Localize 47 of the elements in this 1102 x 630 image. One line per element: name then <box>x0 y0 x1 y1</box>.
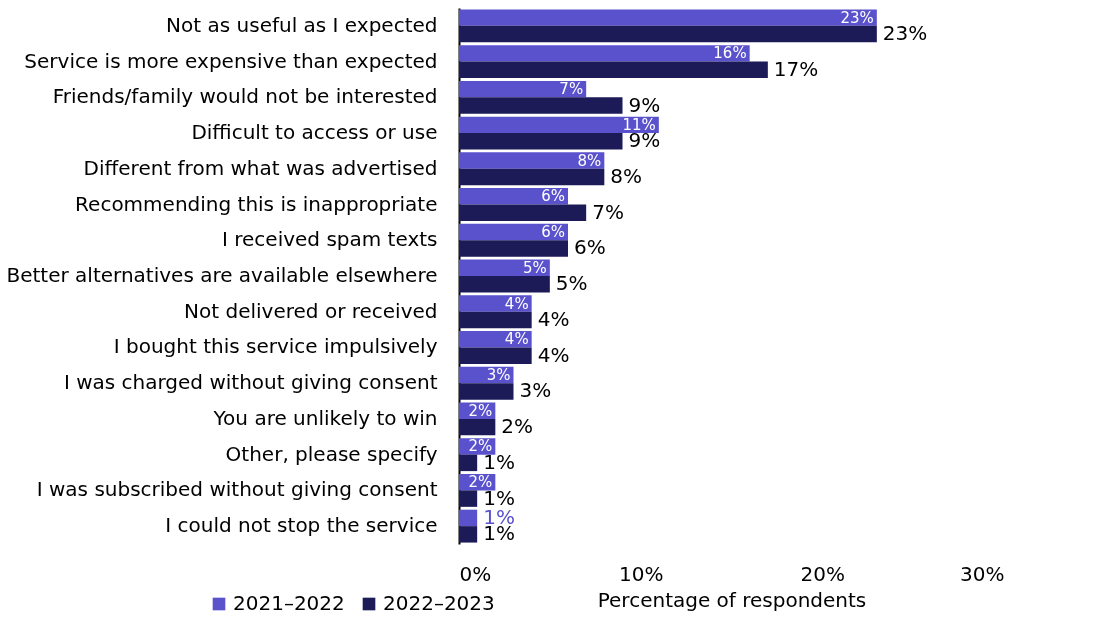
data-label: 16% <box>713 44 747 63</box>
data-label: 6% <box>541 187 565 206</box>
data-label: 3% <box>519 378 552 403</box>
data-label: 7% <box>559 80 584 99</box>
data-label: 4% <box>537 306 570 331</box>
data-label: 5% <box>555 271 588 296</box>
legend-label: 2022–2023 <box>383 591 495 615</box>
y-tick-label: Different from what was advertised <box>83 155 438 180</box>
x-tick-label: 20% <box>800 561 846 586</box>
data-label: 11% <box>622 115 656 134</box>
y-tick-label: I was subscribed without giving consent <box>36 477 438 502</box>
y-tick-label: Not as useful as I expected <box>166 12 438 37</box>
legend-label: 2021–2022 <box>233 591 345 615</box>
y-tick-label: You are unlikely to win <box>212 405 438 430</box>
data-label: 3% <box>486 365 511 384</box>
y-tick-label: I could not stop the service <box>165 513 438 538</box>
y-tick-label: I received spam texts <box>222 227 438 252</box>
data-label: 2% <box>468 437 493 456</box>
data-label: 2% <box>468 473 493 492</box>
data-label: 6% <box>541 223 565 242</box>
data-label: 8% <box>610 164 643 189</box>
x-tick-label: 30% <box>960 561 1005 586</box>
y-tick-label: Not delivered or received <box>184 298 438 323</box>
data-label: 23% <box>882 21 928 46</box>
data-label: 7% <box>592 199 624 224</box>
y-tick-label: Friends/family would not be interested <box>52 84 438 109</box>
y-tick-label: Recommending this is inappropriate <box>75 191 438 216</box>
y-tick-label: I bought this service impulsively <box>113 334 438 359</box>
x-axis-title: Percentage of respondents <box>597 587 867 612</box>
y-tick-label: Service is more expensive than expected <box>24 48 438 73</box>
data-label: 17% <box>773 56 819 81</box>
data-label: 2% <box>468 401 493 420</box>
data-label: 4% <box>504 330 529 349</box>
y-tick-label: Other, please specify <box>225 441 438 466</box>
data-label: 4% <box>504 294 529 313</box>
data-label: 5% <box>523 258 547 277</box>
data-label: 6% <box>574 235 606 260</box>
data-label: 2% <box>501 414 534 439</box>
data-label: 23% <box>840 8 874 27</box>
y-tick-label: Difficult to access or use <box>191 120 438 145</box>
y-tick-label: I was charged without giving consent <box>63 370 438 395</box>
data-label: 9% <box>628 92 661 117</box>
data-label: 4% <box>537 342 570 367</box>
x-tick-label: 10% <box>618 561 664 586</box>
x-tick-label: 0% <box>459 561 492 586</box>
y-tick-label: Better alternatives are available elsewhere <box>6 263 438 287</box>
data-label: 8% <box>577 151 602 170</box>
